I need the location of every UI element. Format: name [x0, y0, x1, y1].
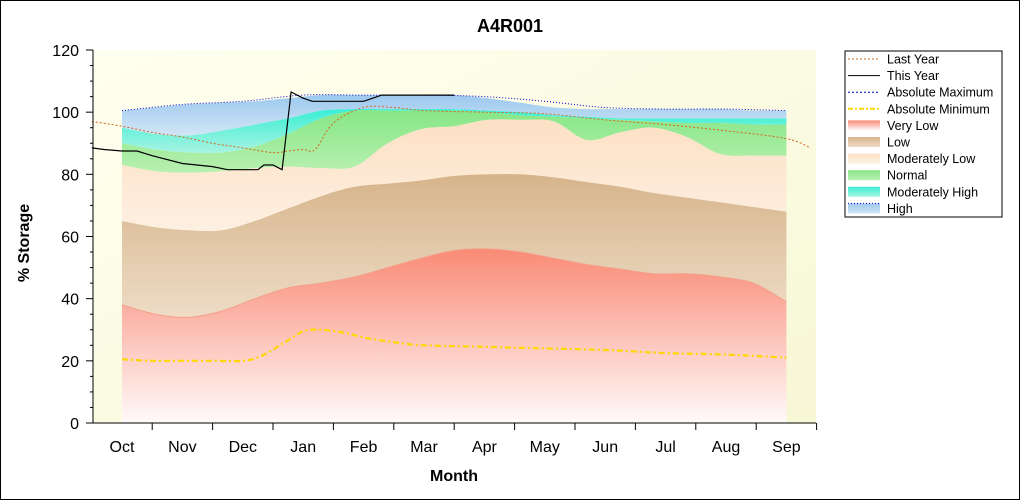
legend-label: Last Year [887, 53, 939, 67]
x-axis-label: Month [430, 468, 478, 485]
y-tick-label: 40 [61, 292, 79, 309]
legend-label: Absolute Maximum [887, 86, 993, 100]
x-tick-label: Apr [472, 439, 498, 456]
x-tick-label: May [530, 439, 560, 456]
band-very-low-edge [121, 248, 787, 318]
legend-label: This Year [887, 69, 939, 83]
band-very-low [122, 248, 787, 423]
x-tick-label: Nov [168, 439, 196, 456]
legend-swatch [848, 137, 880, 147]
legend-label: Moderately High [887, 185, 978, 199]
legend-label: Low [887, 136, 911, 150]
band-moderately-low [122, 119, 787, 232]
x-tick-label: Jun [592, 439, 618, 456]
series-absolute-minimum [121, 328, 787, 363]
series-this-year [91, 91, 455, 171]
x-tick-label: Mar [410, 439, 438, 456]
series-last-year [91, 105, 811, 154]
x-tick-label: Aug [712, 439, 740, 456]
band-low [122, 174, 787, 318]
legend-label: Very Low [887, 119, 939, 133]
x-tick-label: Feb [350, 439, 378, 456]
series-absolute-maximum [121, 94, 787, 112]
legend-swatch [848, 153, 880, 164]
y-tick-label: 120 [52, 43, 79, 60]
legend-swatch [848, 203, 880, 214]
x-tick-label: Jan [290, 439, 316, 456]
storage-lines [91, 91, 811, 363]
band-normal [122, 110, 787, 173]
legend-swatch [848, 120, 880, 131]
x-tick-label: Jul [655, 439, 675, 456]
legend-swatch [848, 186, 880, 197]
y-tick-label: 20 [61, 354, 79, 371]
chart-title: A4R001 [477, 16, 543, 36]
legend-label: Absolute Minimum [887, 102, 990, 116]
y-tick-label: 100 [52, 105, 79, 122]
band-high [122, 94, 787, 136]
x-tick-label: Oct [110, 439, 135, 456]
storage-bands [121, 94, 787, 423]
x-tick-label: Dec [229, 439, 257, 456]
y-tick-label: 60 [61, 230, 79, 247]
legend-label: Moderately Low [887, 152, 976, 166]
legend-label: High [887, 202, 913, 216]
legend: Last Year This Year Absolute Maximum Absolu… [844, 50, 1003, 218]
y-tick-label: 0 [70, 416, 79, 433]
legend-swatch [848, 170, 880, 181]
y-axis-label: % Storage [16, 204, 33, 282]
y-tick-label: 80 [61, 167, 79, 184]
axes: 0 20 40 60 80 100 120 Oct Nov Dec Jan Feb Mar Apr May J… [52, 43, 818, 456]
legend-label: Normal [887, 169, 927, 183]
x-tick-label: Sep [772, 439, 801, 456]
